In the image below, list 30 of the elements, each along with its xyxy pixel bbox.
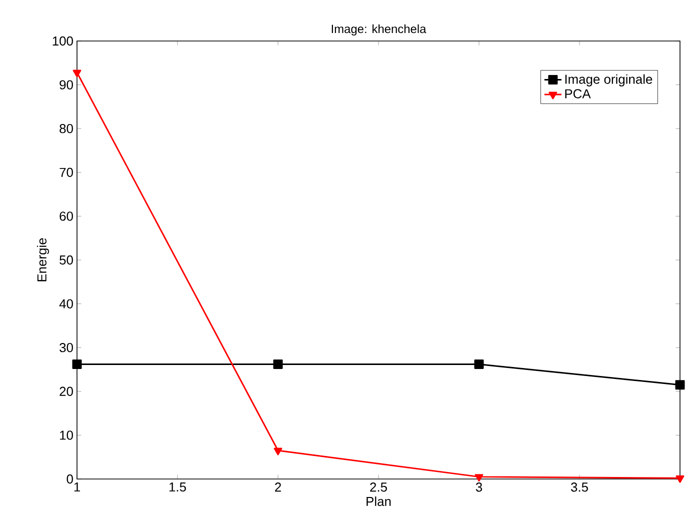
x-tick-label: 1.5 (169, 482, 186, 492)
point (474, 474, 484, 482)
x-tick-label: 2 (275, 482, 281, 492)
x-axis-title: Plan (366, 496, 391, 506)
x-tick-label: 1 (74, 482, 80, 492)
y-tick-label: 0 (66, 474, 73, 484)
legend-label: Image originale (565, 74, 652, 86)
y-tick-label: 100 (52, 36, 73, 46)
x-tick-label: 3.5 (571, 482, 588, 492)
y-tick-label: 10 (60, 430, 73, 440)
point (273, 359, 283, 369)
point (675, 380, 685, 390)
point (676, 475, 684, 483)
x-tick-label: 3 (476, 482, 482, 492)
y-tick-label: 80 (60, 124, 73, 134)
x-tick-label: 2.5 (370, 482, 387, 492)
y-axis-title: Energie (36, 238, 50, 282)
y-tick-label: 40 (59, 299, 73, 308)
point (474, 359, 484, 369)
y-tick-label: 50 (60, 255, 73, 265)
y-tick-label: 60 (60, 212, 73, 221)
chart-title: Image: khenchela (332, 24, 426, 36)
point (72, 70, 82, 78)
y-tick-label: 90 (60, 80, 73, 90)
legend-label: PCA (565, 89, 591, 98)
y-tick-label: 70 (60, 168, 73, 177)
y-tick-label: 20 (60, 386, 73, 396)
point (274, 448, 282, 456)
y-tick-label: 30 (60, 343, 73, 352)
point (72, 359, 82, 369)
